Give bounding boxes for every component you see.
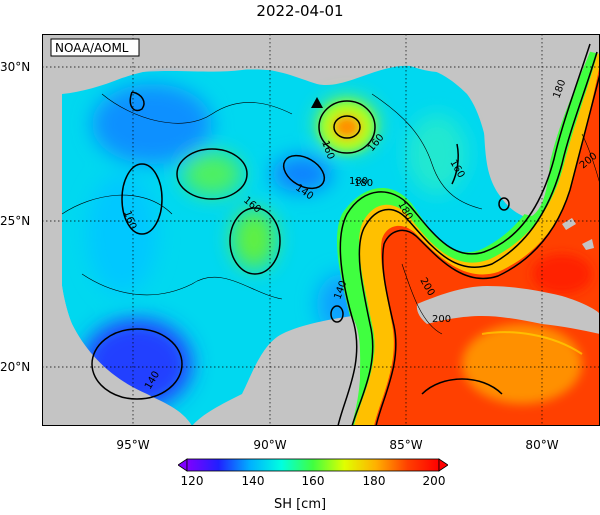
x-tick-label: 85°W <box>389 438 423 452</box>
loop-current <box>336 34 600 426</box>
graticule <box>42 34 600 426</box>
x-tick-label: 80°W <box>525 438 559 452</box>
colorbar-right-arrow <box>438 458 448 472</box>
colorbar-gradient <box>186 458 440 472</box>
credit-box: NOAA/AOML <box>50 38 140 57</box>
y-tick-label: 30°N <box>0 60 31 74</box>
contour-label: 200 <box>432 314 451 325</box>
contour-label: 180 <box>349 176 368 187</box>
colorbar <box>178 458 448 472</box>
sea-height-map: 140 140 140 160 160 160 160 160 180 180 … <box>42 34 600 426</box>
colorbar-tick: 200 <box>422 474 446 488</box>
contour-lines <box>61 43 600 426</box>
colorbar-tick: 120 <box>180 474 204 488</box>
warm-eddy <box>321 103 373 151</box>
land-masses <box>42 34 600 426</box>
y-tick-label: 20°N <box>0 360 31 374</box>
colorbar-tick: 160 <box>301 474 325 488</box>
station-marker-icon <box>311 97 323 108</box>
credit-text: NOAA/AOML <box>55 41 129 55</box>
y-tick-label: 25°N <box>0 214 31 228</box>
colorbar-title: SH [cm] <box>273 497 327 512</box>
colorbar-tick: 140 <box>241 474 265 488</box>
contour-label: 180 <box>354 178 373 189</box>
mexico-coast <box>58 94 192 426</box>
colorbar-tick: 180 <box>362 474 386 488</box>
map-title: 2022-04-01 <box>256 2 344 20</box>
x-tick-label: 90°W <box>253 438 287 452</box>
colorbar-left-arrow <box>178 458 188 472</box>
x-tick-label: 95°W <box>116 438 150 452</box>
